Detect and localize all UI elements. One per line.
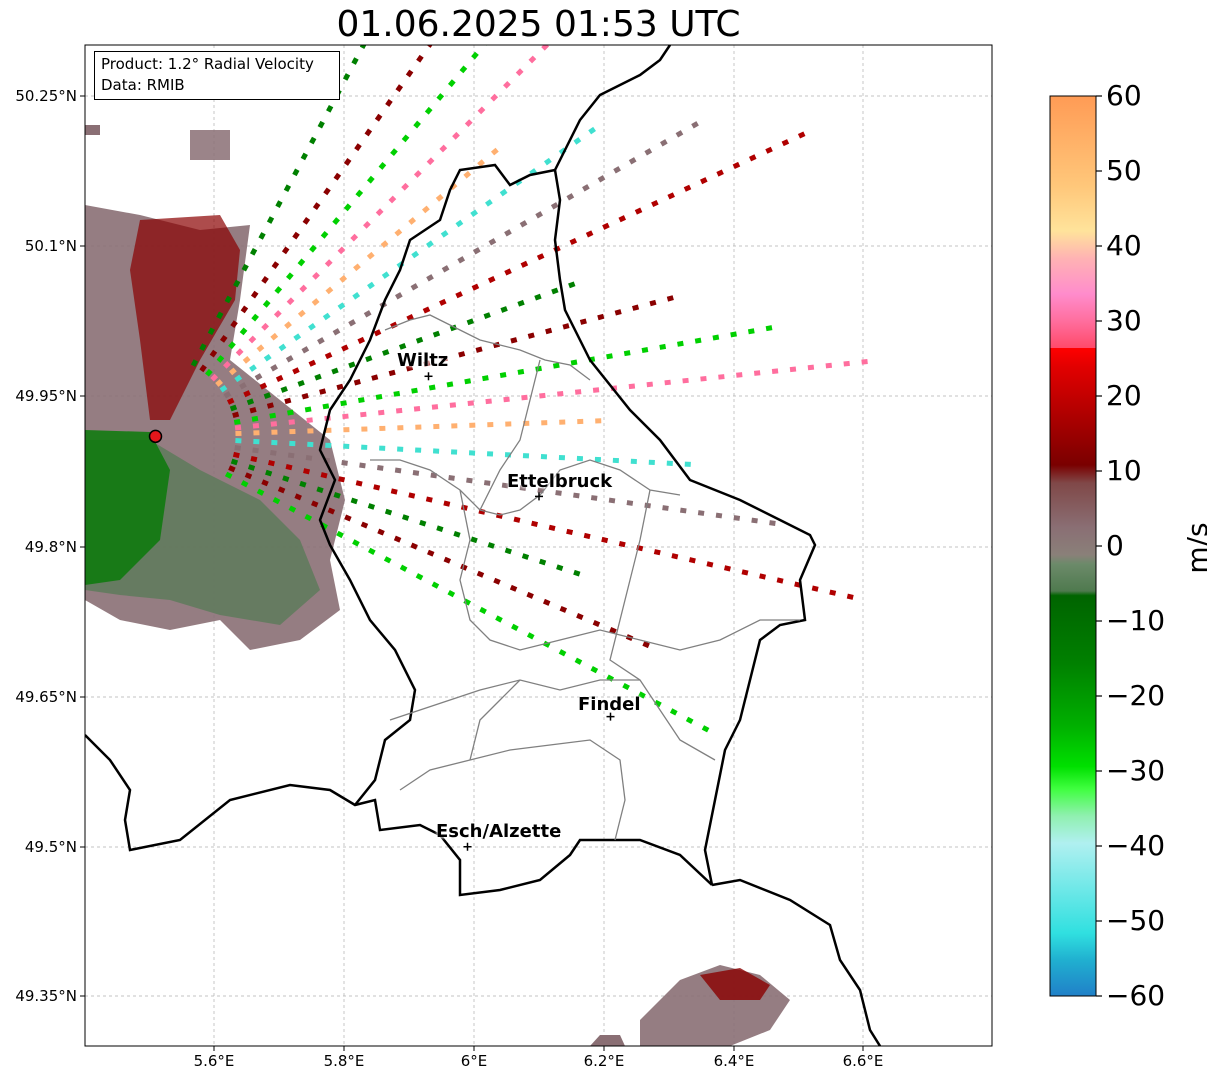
colorbar-tick-label: 60 [1106, 79, 1142, 112]
lat-tick-label: 49.8°N [24, 538, 77, 556]
velocity-streak [234, 358, 872, 431]
city-label-esch-alzette: Esch/Alzette [436, 821, 562, 842]
colorbar-tick-label: −30 [1106, 754, 1166, 787]
colorbar-gradient [1049, 95, 1097, 997]
colorbar-tick-label: −10 [1106, 604, 1166, 637]
colorbar-tick-label: 20 [1106, 379, 1142, 412]
lon-tick-label: 5.6°E [193, 1052, 235, 1070]
velocity-streak [228, 465, 654, 650]
colorbar-tick-label: 0 [1106, 529, 1124, 562]
lat-tick-label: 49.35°N [15, 987, 77, 1005]
lon-tick-label: 6.6°E [842, 1052, 884, 1070]
lat-tick-label: 50.1°N [24, 237, 77, 255]
city-marker [463, 842, 472, 851]
plot-content [85, 45, 992, 1046]
city-label-findel: Findel [578, 694, 641, 715]
lon-tick-label: 6.2°E [583, 1052, 625, 1070]
radar-echo-west [85, 125, 345, 650]
city-markers [424, 372, 615, 851]
velocity-streak [226, 129, 810, 405]
lon-tick-label: 6°E [460, 1052, 488, 1070]
city-marker [424, 372, 433, 381]
lon-tick-label: 5.8°E [323, 1052, 365, 1070]
plot-frame [84, 44, 993, 1047]
colorbar-tick-label: −60 [1106, 979, 1166, 1012]
page-title: 01.06.2025 01:53 UTC [336, 4, 741, 45]
colorbar-tick-label: 10 [1106, 454, 1142, 487]
velocity-streak [235, 418, 606, 437]
velocity-streak [232, 294, 678, 419]
velocity-streak [235, 438, 695, 468]
velocity-streak [199, 45, 433, 373]
colorbar-tick-label: −40 [1106, 829, 1166, 862]
lat-tick-label: 50.25°N [15, 87, 77, 105]
lat-tick-label: 49.95°N [15, 387, 77, 405]
colorbar-tick-label: −50 [1106, 904, 1166, 937]
velocity-streak [215, 145, 502, 387]
city-marker [606, 712, 615, 721]
colorbar-unit-label: m/s [1181, 522, 1207, 574]
velocity-streak [230, 458, 585, 578]
source-label: Data: RMIB [101, 76, 185, 94]
colorbar [1049, 95, 1102, 997]
velocity-streak [219, 124, 600, 393]
colorbar-tick-label: 30 [1106, 304, 1142, 337]
colorbar-tick-label: 50 [1106, 154, 1142, 187]
velocity-streak [223, 119, 703, 399]
product-label: Product: 1.2° Radial Velocity [101, 55, 314, 73]
lat-tick-label: 49.5°N [24, 838, 77, 856]
radar-site-marker[interactable] [148, 429, 163, 444]
velocity-streak [229, 280, 580, 412]
canton-borders [370, 314, 800, 841]
colorbar-tick-label: 40 [1106, 229, 1142, 262]
lat-tick-label: 49.65°N [15, 688, 77, 706]
velocity-streak [233, 324, 777, 425]
radar-echo-south [590, 965, 790, 1046]
city-marker [535, 492, 543, 501]
axis-ticks [80, 95, 864, 1051]
lon-tick-label: 6.4°E [713, 1052, 755, 1070]
national-borders [85, 45, 882, 1046]
velocity-streak [205, 45, 488, 377]
info-box: Product: 1.2° Radial Velocity Data: RMIB [94, 51, 340, 100]
velocity-streak [224, 471, 713, 735]
city-label-ettelbruck: Ettelbruck [507, 471, 613, 492]
city-label-wiltz: Wiltz [397, 350, 449, 371]
radial-streaks [190, 45, 872, 735]
colorbar-tick-label: −20 [1106, 679, 1166, 712]
